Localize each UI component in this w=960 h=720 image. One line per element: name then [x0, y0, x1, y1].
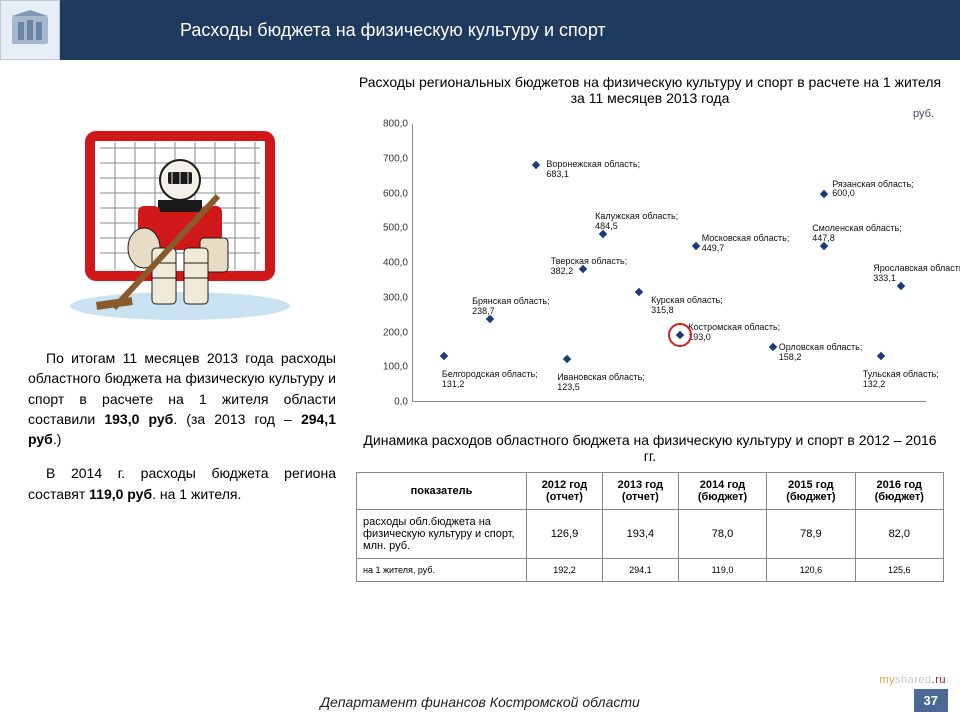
hockey-goalie-illustration	[50, 108, 310, 328]
scatter-point-label: Тульская область;132,2	[863, 370, 939, 390]
scatter-point-label: Ярославская область;333,1	[873, 264, 960, 284]
scatter-point-label: Воронежская область;683,1	[546, 160, 640, 180]
table-header-cell: 2013 год (отчет)	[602, 473, 678, 510]
p1c: . (за 2013 год –	[173, 411, 301, 427]
scatter-point-label: Калужская область;484,5	[595, 212, 678, 232]
page-title: Расходы бюджета на физическую культуру и…	[60, 0, 960, 60]
table-cell: 294,1	[602, 559, 678, 582]
highlight-circle	[668, 323, 692, 347]
scatter-point-label: Смоленская область;447,8	[812, 224, 902, 244]
scatter-point	[532, 160, 540, 168]
page-number: 37	[914, 689, 948, 712]
scatter-point	[876, 352, 884, 360]
table-cell: 126,9	[527, 510, 603, 559]
table-header-cell: 2015 год (бюджет)	[767, 473, 855, 510]
y-tick-label: 100,0	[383, 362, 408, 373]
scatter-chart-unit: руб.	[356, 108, 944, 120]
y-tick-label: 600,0	[383, 188, 408, 199]
watermark: myshared.ru	[879, 674, 946, 686]
table-cell: 192,2	[527, 559, 603, 582]
header-bar: Расходы бюджета на физическую культуру и…	[0, 0, 960, 60]
table-title: Динамика расходов областного бюджета на …	[356, 432, 944, 464]
scatter-point-label: Брянская область;238,7	[472, 297, 550, 317]
y-tick-label: 400,0	[383, 258, 408, 269]
y-tick-label: 800,0	[383, 119, 408, 130]
scatter-point	[635, 288, 643, 296]
table-cell: 125,6	[855, 559, 943, 582]
table-cell: 119,0	[678, 559, 766, 582]
table-row: расходы обл.бюджета на физическую культу…	[357, 510, 944, 559]
scatter-point-label: Тверская область;382,2	[551, 257, 628, 277]
scatter-point	[820, 189, 828, 197]
scatter-point-label: Орловская область;158,2	[779, 343, 863, 363]
summary-paragraphs: По итогам 11 месяцев 2013 года расходы о…	[28, 348, 336, 504]
table-cell: 120,6	[767, 559, 855, 582]
y-tick-label: 500,0	[383, 223, 408, 234]
scatter-point-label: Ивановская область;123,5	[557, 373, 645, 393]
y-tick-label: 300,0	[383, 292, 408, 303]
y-tick-label: 700,0	[383, 153, 408, 164]
y-tick-label: 0,0	[394, 397, 408, 408]
p1b: 193,0 руб	[104, 411, 173, 427]
table-header-cell: показатель	[357, 473, 527, 510]
scatter-point	[440, 352, 448, 360]
scatter-point	[691, 241, 699, 249]
table-header-cell: 2014 год (бюджет)	[678, 473, 766, 510]
scatter-point-label: Курская область;315,8	[651, 296, 723, 316]
dynamics-table: показатель2012 год (отчет)2013 год (отче…	[356, 472, 944, 582]
logo-emblem	[0, 0, 60, 60]
table-header-cell: 2012 год (отчет)	[527, 473, 603, 510]
table-cell: на 1 жителя, руб.	[357, 559, 527, 582]
scatter-point	[563, 355, 571, 363]
scatter-point	[769, 343, 777, 351]
table-cell: 78,9	[767, 510, 855, 559]
scatter-point-label: Костромская область;193,0	[688, 323, 780, 343]
footer-dept: Департамент финансов Костромской области	[0, 694, 960, 710]
scatter-chart-title: Расходы региональных бюджетов на физичес…	[356, 74, 944, 106]
scatter-chart: 0,0 100,0 200,0 300,0 400,0 500,0 600,0 700,0 80…	[370, 120, 930, 420]
scatter-point-label: Рязанская область;600,0	[832, 180, 914, 200]
table-cell: 193,4	[602, 510, 678, 559]
scatter-point-label: Московская область;449,7	[702, 234, 790, 254]
table-cell: 82,0	[855, 510, 943, 559]
table-cell: 78,0	[678, 510, 766, 559]
p2b: 119,0 руб	[89, 486, 152, 502]
p2c: . на 1 жителя.	[152, 486, 241, 502]
y-tick-label: 200,0	[383, 327, 408, 338]
table-header-cell: 2016 год (бюджет)	[855, 473, 943, 510]
scatter-point-label: Белгородская область;131,2	[442, 370, 538, 390]
table-row: на 1 жителя, руб.192,2294,1119,0120,6125…	[357, 559, 944, 582]
p1e: .)	[53, 431, 62, 447]
table-cell: расходы обл.бюджета на физическую культу…	[357, 510, 527, 559]
